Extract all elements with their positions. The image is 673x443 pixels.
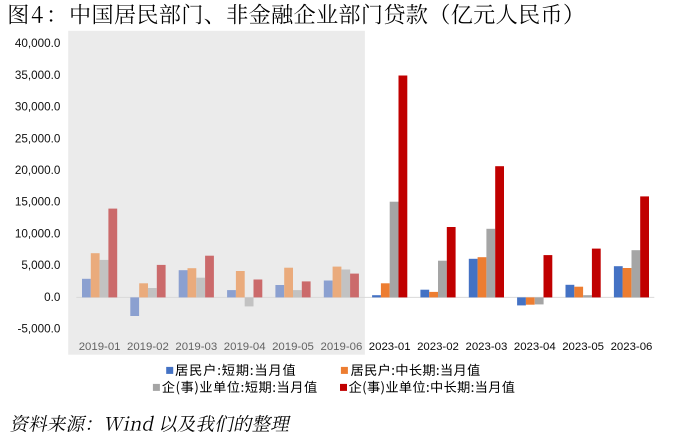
svg-text:2023-05: 2023-05 (562, 341, 604, 353)
svg-text:-5,000.0: -5,000.0 (18, 323, 61, 336)
svg-text:2023-03: 2023-03 (465, 341, 507, 353)
svg-text:2023-01: 2023-01 (369, 341, 411, 353)
svg-text:2019-06: 2019-06 (320, 341, 362, 353)
svg-text:2023-04: 2023-04 (514, 341, 556, 353)
svg-text:20,000.0: 20,000.0 (15, 164, 61, 177)
svg-text:35,000.0: 35,000.0 (15, 69, 61, 82)
svg-text:40,000.0: 40,000.0 (15, 37, 61, 50)
svg-text:0.0: 0.0 (44, 291, 61, 304)
svg-text:25,000.0: 25,000.0 (15, 132, 61, 145)
svg-text:5,000.0: 5,000.0 (21, 259, 60, 272)
svg-text:2019-05: 2019-05 (272, 341, 314, 353)
svg-text:2019-01: 2019-01 (79, 341, 121, 353)
svg-text:2023-06: 2023-06 (611, 341, 653, 353)
svg-text:2019-02: 2019-02 (127, 341, 169, 353)
svg-text:30,000.0: 30,000.0 (15, 101, 61, 114)
svg-text:15,000.0: 15,000.0 (15, 196, 61, 209)
svg-text:2019-03: 2019-03 (175, 341, 217, 353)
svg-text:2019-04: 2019-04 (224, 341, 266, 353)
svg-text:2023-02: 2023-02 (417, 341, 459, 353)
svg-text:10,000.0: 10,000.0 (15, 227, 61, 240)
